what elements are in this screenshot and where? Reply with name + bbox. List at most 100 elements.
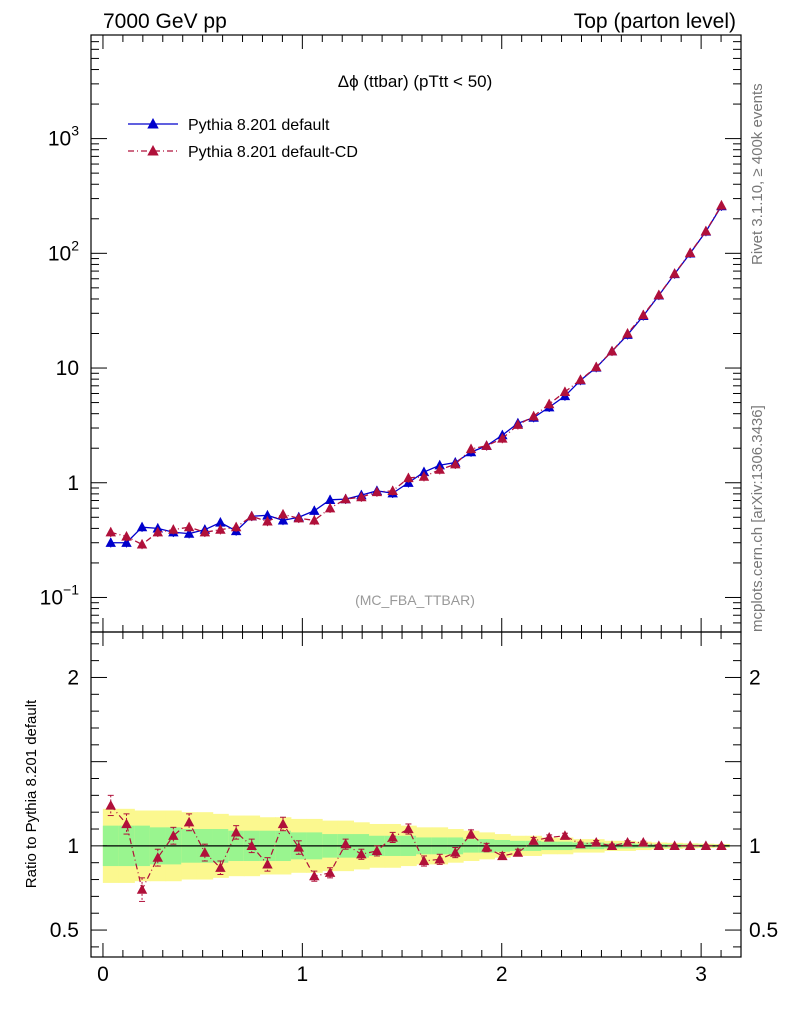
rivet-label: Rivet 3.1.10, ≥ 400k events — [749, 83, 766, 265]
main-y-tick-label: 1 — [67, 472, 79, 495]
ratio-point-cd — [543, 831, 555, 842]
ratio-axes: 0 1 2 3 0.5 0.5 1 1 2 2 — [50, 632, 778, 986]
ratio-panel: 0 1 2 3 0.5 0.5 1 1 2 2 Ratio to Pythia 8.201 def… — [23, 631, 778, 986]
ratio-y-tick-label: 1 — [67, 835, 79, 858]
ratio-point-cd — [230, 826, 242, 837]
x-tick-label: 2 — [496, 963, 508, 986]
main-panel: 10−1 1 10 102 103 Δϕ (ttbar) (pTtt < 50) (MC… — [40, 34, 742, 633]
data-point-cd — [105, 526, 116, 537]
data-point-cd — [340, 493, 351, 504]
mcplots-label: mcplots.cern.ch [arXiv:1306.3436] — [749, 405, 766, 632]
data-point-cd — [591, 361, 602, 372]
legend-marker-default — [147, 118, 159, 129]
data-point-default — [309, 505, 320, 515]
data-point-cd — [622, 328, 633, 338]
ratio-point-cd — [136, 884, 148, 894]
ratio-point-cd — [716, 840, 727, 850]
data-point-cd — [418, 471, 430, 481]
data-point-cd — [465, 443, 477, 454]
ratio-point-cd — [371, 845, 383, 856]
data-point-cd — [512, 419, 524, 429]
main-y-tick-label: 10 — [56, 357, 79, 380]
ratio-point-cd — [497, 850, 508, 861]
main-data-layer — [105, 199, 727, 550]
series-line-default — [110, 205, 723, 544]
ratio-point-cd — [700, 840, 712, 850]
data-point-default — [324, 494, 336, 504]
data-point-cd — [481, 440, 492, 450]
data-point-cd — [371, 486, 383, 497]
main-y-tick-label: 10−1 — [40, 581, 80, 609]
data-point-cd — [528, 410, 539, 421]
main-y-tick-label: 102 — [48, 237, 79, 265]
data-point-default — [262, 509, 273, 520]
ratio-point-cd — [183, 816, 195, 827]
ratio-point-cd — [152, 852, 164, 862]
data-point-cd — [716, 199, 727, 210]
legend: Pythia 8.201 default Pythia 8.201 defaul… — [128, 117, 358, 161]
main-axes: 10−1 1 10 102 103 — [40, 34, 742, 633]
ratio-point-cd — [606, 840, 618, 850]
x-tick-label: 0 — [97, 963, 109, 986]
ratio-frame — [90, 631, 742, 958]
ratio-point-cd — [215, 862, 226, 872]
ratio-point-cd — [246, 840, 257, 850]
data-point-default — [183, 528, 195, 538]
ratio-point-cd — [559, 830, 571, 840]
ratio-point-cd — [591, 836, 602, 847]
ratio-point-cd — [638, 836, 649, 847]
ratio-point-cd — [481, 842, 492, 852]
ratio-y-tick-label-right: 1 — [749, 835, 761, 858]
ratio-point-cd — [575, 838, 586, 849]
data-point-cd — [277, 508, 289, 519]
legend-marker-cd — [147, 145, 159, 156]
ratio-point-cd — [356, 848, 367, 859]
data-point-cd — [684, 247, 696, 257]
ratio-y-axis-label: Ratio to Pythia 8.201 default — [23, 699, 40, 888]
header-left-label: 7000 GeV pp — [103, 10, 227, 33]
data-point-cd — [183, 521, 195, 532]
ratio-point-cd — [403, 823, 414, 834]
ratio-point-cd — [168, 830, 179, 840]
data-point-default — [215, 517, 226, 527]
data-point-cd — [324, 502, 336, 513]
ratio-point-cd — [262, 858, 273, 869]
legend-label-default: Pythia 8.201 default — [188, 117, 330, 134]
ratio-y-tick-label: 0.5 — [50, 919, 79, 942]
data-point-cd — [262, 515, 273, 526]
data-point-cd — [559, 386, 571, 396]
legend-label-cd: Pythia 8.201 default-CD — [188, 144, 358, 161]
ratio-point-cd — [512, 847, 524, 857]
data-point-cd — [121, 530, 132, 541]
ratio-point-cd — [340, 838, 351, 849]
chart-title: Δϕ (ttbar) (pTtt < 50) — [338, 72, 493, 91]
ratio-point-cd — [324, 867, 336, 877]
data-point-cd — [168, 524, 179, 534]
data-point-cd — [638, 309, 649, 320]
data-point-cd — [215, 524, 226, 534]
data-point-cd — [606, 345, 618, 356]
ratio-line-cd — [110, 805, 722, 892]
ratio-point-cd — [653, 840, 665, 850]
data-point-default — [121, 537, 132, 547]
ratio-point-cd — [622, 836, 633, 847]
data-point-default — [105, 537, 116, 547]
data-point-cd — [669, 268, 680, 278]
x-tick-label: 3 — [695, 963, 707, 986]
data-point-cd — [230, 521, 242, 532]
data-point-cd — [387, 485, 398, 495]
data-point-cd — [653, 289, 665, 300]
data-point-cd — [700, 225, 712, 236]
data-point-cd — [434, 464, 445, 474]
ratio-y-tick-label-right: 0.5 — [749, 919, 778, 942]
ratio-point-cd — [293, 842, 304, 852]
ratio-point-cd — [277, 818, 289, 829]
data-point-cd — [293, 512, 304, 523]
ratio-point-cd — [465, 828, 477, 839]
data-point-default — [277, 514, 289, 525]
data-point-cd — [403, 472, 414, 483]
ratio-point-cd — [387, 831, 398, 842]
ratio-point-cd — [418, 855, 430, 866]
data-point-cd — [356, 491, 367, 502]
